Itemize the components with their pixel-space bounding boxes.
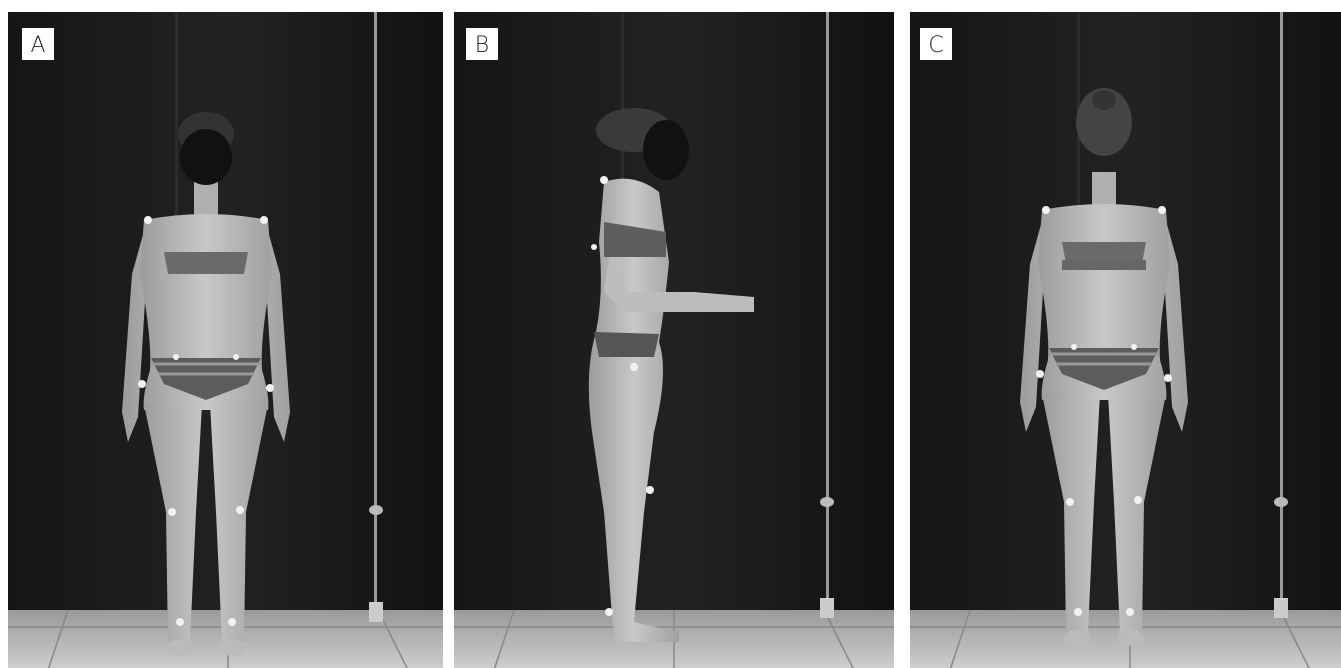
photo — [8, 12, 443, 668]
label-box — [466, 28, 498, 60]
panel-label: A — [30, 33, 45, 58]
photo — [454, 12, 895, 668]
panel: A — [8, 12, 443, 668]
label-box — [22, 28, 54, 60]
panel-label: B — [475, 33, 489, 58]
label-box — [920, 28, 952, 60]
panel: C — [910, 12, 1341, 668]
panel: B — [454, 12, 895, 668]
photo — [910, 12, 1341, 668]
panel-label: C — [928, 33, 943, 58]
